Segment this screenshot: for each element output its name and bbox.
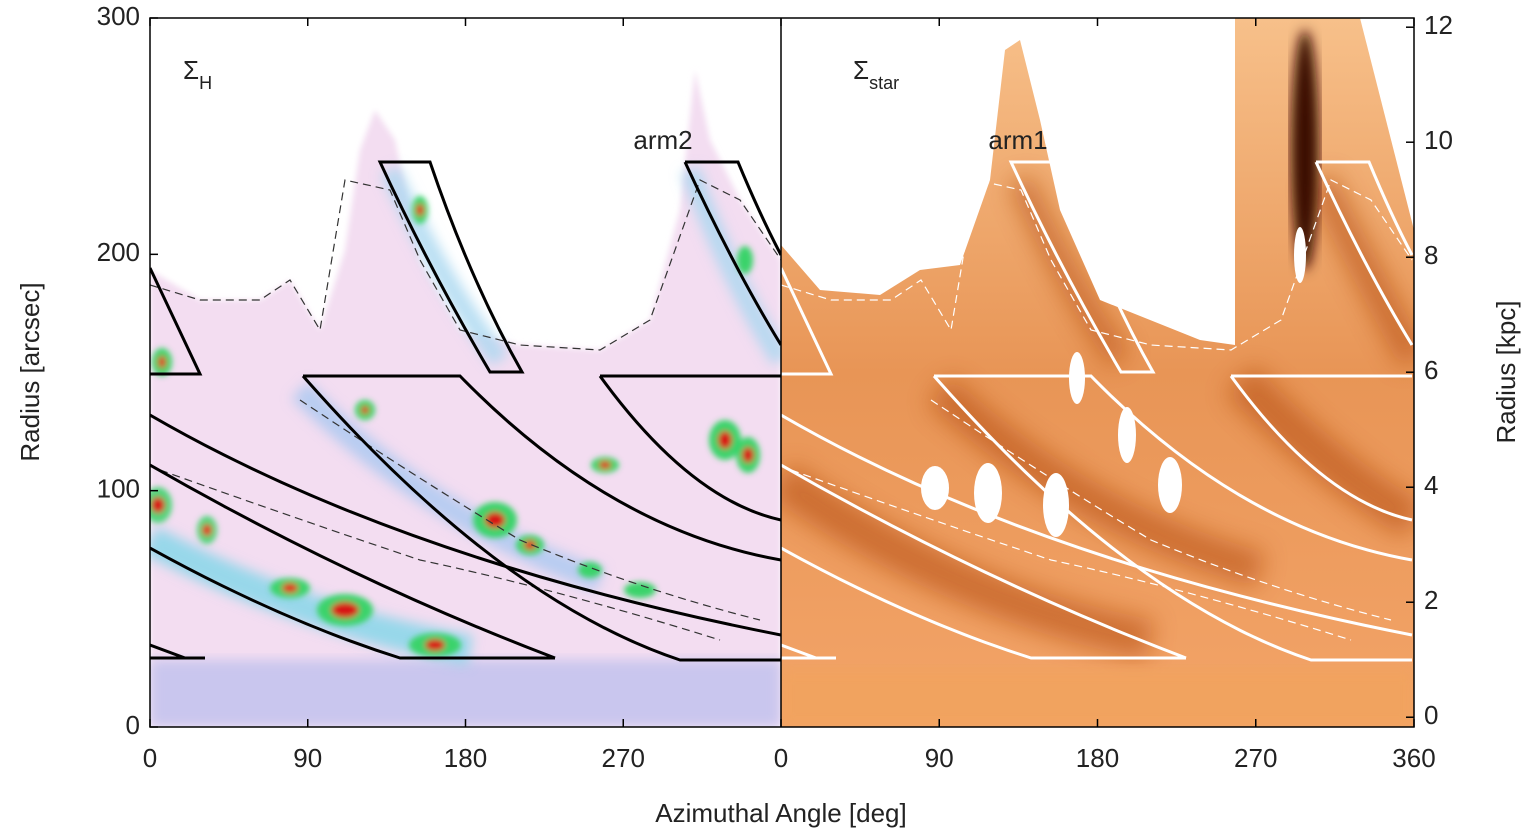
y2-tick-label: 0 [1424, 700, 1438, 730]
x-tick-label: 90 [293, 743, 322, 773]
y2-axis-label: Radius [kpc] [1491, 300, 1521, 443]
hydrogen-map [150, 18, 781, 727]
x-tick-label: 0 [143, 743, 157, 773]
x-axis-label: Azimuthal Angle [deg] [655, 798, 907, 828]
y2-tick-label: 8 [1424, 240, 1438, 270]
x-tick-label: 360 [1392, 743, 1435, 773]
x-tick-label: 270 [602, 743, 645, 773]
y-axis-label: Radius [arcsec] [15, 282, 45, 461]
panel-label: ΣH [183, 55, 212, 93]
x-tick-label: 180 [444, 743, 487, 773]
annotation: arm1 [988, 125, 1047, 155]
panel-label: Σstar [853, 55, 899, 93]
panel-label-symbol: Σ [183, 55, 199, 85]
y-tick-label: 300 [97, 1, 140, 31]
x-tick-label: 0 [774, 743, 788, 773]
y2-tick-label: 10 [1424, 125, 1453, 155]
panel-label-subscript: star [869, 73, 899, 93]
y2-tick-label: 6 [1424, 355, 1438, 385]
panel-label-symbol: Σ [853, 55, 869, 85]
x-tick-label: 90 [925, 743, 954, 773]
annotation: arm2 [633, 125, 692, 155]
y2-tick-label: 2 [1424, 585, 1438, 615]
y-tick-label: 0 [126, 710, 140, 740]
panel-label-subscript: H [199, 73, 212, 93]
y2-tick-label: 12 [1424, 10, 1453, 40]
y-tick-label: 200 [97, 237, 140, 267]
y2-tick-label: 4 [1424, 470, 1438, 500]
stellar-map [781, 18, 1414, 727]
x-tick-label: 180 [1076, 743, 1119, 773]
y-tick-label: 100 [97, 474, 140, 504]
x-tick-label: 270 [1234, 743, 1277, 773]
